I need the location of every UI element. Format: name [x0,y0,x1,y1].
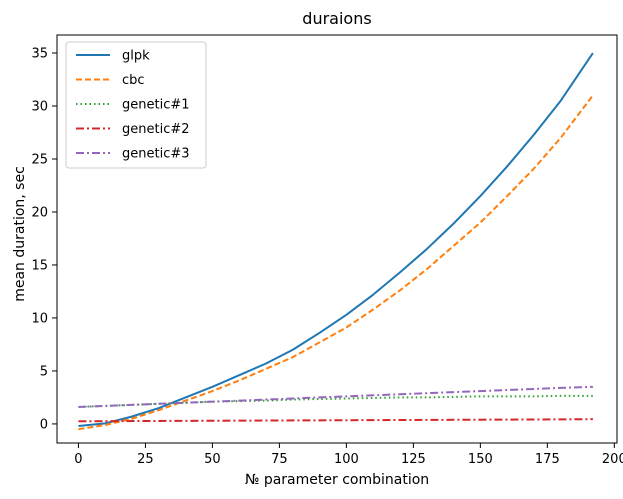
y-tick-label: 20 [31,205,48,220]
y-tick-label: 35 [31,47,48,62]
series-lines [78,52,594,431]
x-tick-label: 75 [271,452,288,467]
series-line-cbc [78,94,594,431]
y-tick-label: 5 [40,364,48,379]
legend: glpk cbc genetic#1 genetic#2 genetic#3 [65,41,207,169]
y-axis-label: mean duration, sec [12,166,28,302]
legend-label: genetic#3 [122,147,190,162]
series-line-genetic-1 [78,394,593,408]
series-line-genetic-3 [78,385,593,408]
x-tick-label: 50 [204,452,221,467]
x-tick-label: 25 [137,452,154,467]
legend-label: genetic#2 [122,122,190,137]
y-tick-label: 0 [40,417,48,432]
y-tick-label: 10 [31,311,48,326]
x-tick-label: 125 [401,452,426,467]
x-tick-label: 200 [602,452,623,467]
y-tick-label: 15 [31,258,48,273]
legend-label: glpk [122,49,150,64]
legend-box [65,41,207,169]
x-tick-label: 150 [468,452,493,467]
x-tick-label: 0 [74,452,82,467]
legend-label: cbc [122,73,145,88]
y-tick-label: 25 [31,152,48,167]
series-line-glpk [78,52,594,428]
x-axis-label: № parameter combination [245,472,429,488]
x-tick-label: 100 [334,452,359,467]
series-line-genetic-2 [78,418,593,423]
y-tick-label: 30 [31,100,48,115]
plot-frame [56,34,618,444]
x-tick-label: 175 [535,452,560,467]
chart-title: duraions [302,9,371,28]
legend-label: genetic#1 [122,98,190,113]
axis-ticks: 0 25 50 75 100 125 150 175 200 0 5 10 15 20 25 30 35 [31,47,623,467]
